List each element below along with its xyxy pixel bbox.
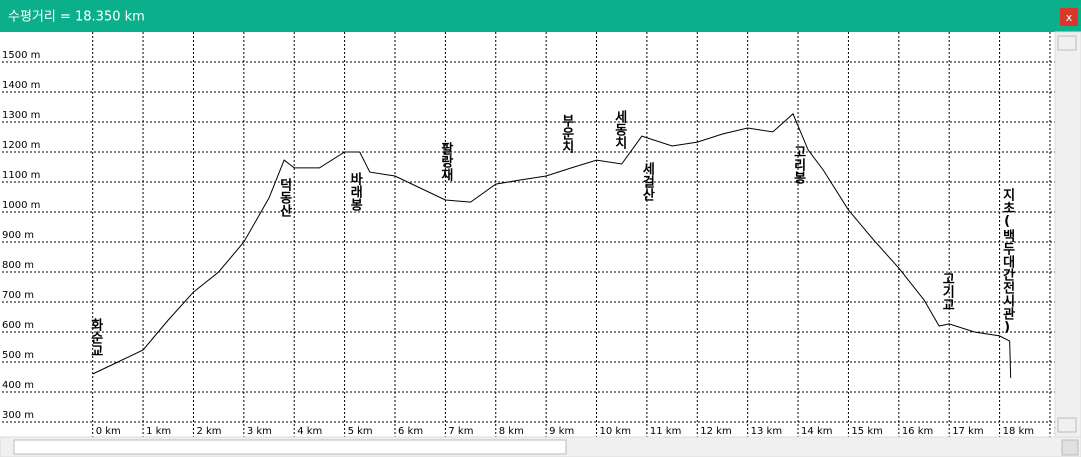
y-tick-label: 800 m bbox=[2, 260, 34, 271]
y-tick-label: 400 m bbox=[2, 380, 34, 391]
y-tick-label: 900 m bbox=[2, 230, 34, 241]
place-label: 고리봉 bbox=[791, 145, 806, 185]
scroll-down[interactable] bbox=[1057, 417, 1077, 433]
place-label: 세동치 bbox=[612, 110, 627, 150]
x-tick-label: 6 km bbox=[398, 426, 423, 437]
x-tick-label: 16 km bbox=[902, 426, 933, 437]
y-tick-label: 1000 m bbox=[2, 200, 40, 211]
y-tick-label: 700 m bbox=[2, 290, 34, 301]
place-label: 바래봉 bbox=[347, 172, 362, 213]
scroll-thumb[interactable] bbox=[13, 439, 567, 455]
y-tick-label: 300 m bbox=[2, 410, 34, 421]
place-label: 고기교 bbox=[939, 272, 954, 311]
place-label: 부운치 bbox=[559, 114, 574, 154]
y-tick-label: 1500 m bbox=[2, 50, 40, 61]
y-tick-label: 1100 m bbox=[2, 170, 40, 181]
close-button[interactable] bbox=[1060, 8, 1078, 26]
x-tick-label: 0 km bbox=[96, 426, 121, 437]
close-label[interactable]: x bbox=[1066, 11, 1073, 24]
scroll-up[interactable] bbox=[1057, 35, 1077, 51]
x-tick-label: 1 km bbox=[146, 426, 171, 437]
y-tick-label: 500 m bbox=[2, 350, 34, 361]
x-tick-label: 13 km bbox=[751, 426, 782, 437]
x-tick-label: 2 km bbox=[196, 426, 221, 437]
x-tick-label: 3 km bbox=[247, 426, 272, 437]
place-label: 덕동산 bbox=[277, 178, 292, 219]
x-tick-label: 7 km bbox=[448, 426, 473, 437]
window-title: 수평거리 = 18.350 km bbox=[8, 10, 145, 25]
plot-background bbox=[0, 32, 1081, 457]
y-tick-label: 1200 m bbox=[2, 140, 40, 151]
x-tick-label: 17 km bbox=[952, 426, 983, 437]
x-tick-label: 15 km bbox=[851, 426, 882, 437]
plot: 300 m 400 m 500 m 600 m 700 m 800 m 900 m 1000 … bbox=[2, 32, 1081, 437]
x-tick-label: 8 km bbox=[499, 426, 524, 437]
x-tick-label: 18 km bbox=[1003, 426, 1034, 437]
resize-grip bbox=[1061, 439, 1079, 456]
elevation-line bbox=[92, 113, 1012, 378]
x-tick-label: 10 km bbox=[600, 426, 631, 437]
vertical-scrollbar[interactable] bbox=[1054, 31, 1081, 438]
place-label: 화순교 bbox=[88, 317, 103, 357]
place-label: 팔랑재 bbox=[438, 142, 453, 182]
place-label: 지초(백두대간전시관) bbox=[1000, 188, 1015, 335]
y-tick-label: 600 m bbox=[2, 320, 34, 331]
x-tick-label: 4 km bbox=[297, 426, 322, 437]
x-tick-label: 14 km bbox=[801, 426, 832, 437]
title-bar bbox=[0, 0, 1081, 32]
x-tick-label: 12 km bbox=[700, 426, 731, 437]
y-tick-label: 1300 m bbox=[2, 110, 40, 121]
y-tick-label: 1400 m bbox=[2, 80, 40, 91]
x-tick-label: 11 km bbox=[650, 426, 681, 437]
x-tick-label: 5 km bbox=[348, 426, 373, 437]
x-tick-label: 9 km bbox=[549, 426, 574, 437]
place-label: 세걸산 bbox=[639, 162, 654, 202]
